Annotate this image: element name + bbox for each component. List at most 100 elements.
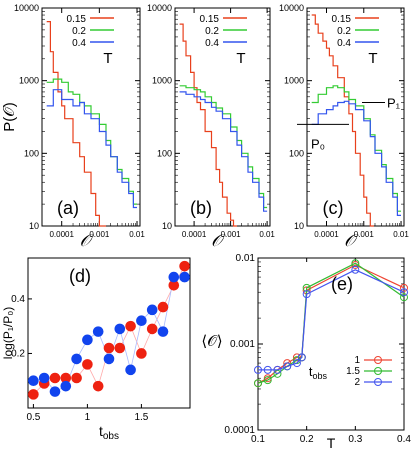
data-point bbox=[400, 288, 408, 297]
data-point bbox=[254, 365, 262, 374]
data-point bbox=[71, 353, 82, 365]
x-tick-label: 0.01 bbox=[393, 230, 409, 239]
data-point bbox=[157, 301, 169, 313]
data-point bbox=[136, 348, 147, 359]
y-tick-label: 0.0001 bbox=[224, 425, 255, 436]
series-line-0.4 bbox=[179, 91, 268, 212]
data-point bbox=[297, 353, 306, 362]
y-tick-label: 10000 bbox=[147, 3, 172, 13]
data-point bbox=[179, 260, 190, 272]
data-point bbox=[168, 271, 180, 283]
panel-label: (e) bbox=[331, 274, 353, 294]
legend-label: 0.4 bbox=[337, 38, 351, 49]
series-line-0.15 bbox=[179, 23, 237, 227]
legend-label: 1 bbox=[354, 355, 360, 366]
legend-label: 0.15 bbox=[200, 14, 220, 25]
data-point bbox=[103, 353, 115, 365]
legend-label: 0.15 bbox=[332, 14, 352, 25]
legend-label: 2 bbox=[354, 377, 360, 388]
data-point bbox=[49, 386, 61, 397]
y-tick-label: 0.2 bbox=[11, 348, 25, 359]
y-tick-label: 10000 bbox=[279, 3, 304, 13]
y-tick-label: 10 bbox=[29, 221, 39, 231]
data-point bbox=[71, 372, 82, 384]
legend-title-subscript: obs bbox=[313, 371, 328, 381]
data-point bbox=[283, 362, 292, 371]
x-tick-label: 0.001 bbox=[89, 230, 110, 239]
legend-label: 0.2 bbox=[337, 26, 351, 37]
x-tick-label: 0.0001 bbox=[49, 230, 74, 239]
annotation-p0: P₀ bbox=[311, 136, 325, 151]
data-point bbox=[114, 323, 126, 335]
data-point bbox=[302, 290, 311, 299]
series-line-0.15 bbox=[46, 21, 106, 227]
data-point bbox=[263, 365, 272, 374]
y-tick-label: 1000 bbox=[284, 76, 304, 86]
data-point bbox=[82, 334, 93, 346]
x-axis-label-subscript: obs bbox=[103, 431, 119, 442]
legend-label: 0.2 bbox=[72, 26, 86, 37]
data-point bbox=[273, 365, 282, 374]
data-point bbox=[28, 375, 39, 387]
legend-marker bbox=[374, 378, 382, 386]
panel-a: 10 100 1000 10000 0.0001 0.001 0.01 0.150.20.4 T… bbox=[1, 3, 145, 250]
y-tick-label: 10000 bbox=[14, 3, 39, 13]
x-tick-label: 0.0001 bbox=[182, 230, 207, 239]
x-tick-label: 0.1 bbox=[251, 434, 265, 445]
y-tick-label: 10 bbox=[162, 221, 172, 231]
y-tick-label: 1000 bbox=[152, 76, 172, 86]
x-tick-label: 0.4 bbox=[397, 434, 411, 445]
x-tick-label: 0.01 bbox=[259, 230, 275, 239]
legend: tobs 11.52 bbox=[309, 355, 392, 388]
annotation-p1: P₁ bbox=[387, 96, 401, 111]
x-tick-label: 0.001 bbox=[221, 230, 242, 239]
data-point bbox=[254, 379, 262, 388]
data-point bbox=[400, 283, 408, 292]
y-axis-label: ⟨𝒪⟩ bbox=[201, 333, 222, 350]
data-point bbox=[60, 372, 72, 384]
data-point bbox=[103, 342, 115, 354]
data-point bbox=[49, 372, 61, 384]
x-tick-label: 1.5 bbox=[134, 412, 148, 423]
legend-marker bbox=[374, 356, 382, 364]
x-tick-label: 0.0001 bbox=[314, 230, 339, 239]
data-point bbox=[82, 359, 93, 370]
legend-label: 0.15 bbox=[67, 14, 87, 25]
data-point bbox=[28, 389, 39, 400]
data-point bbox=[136, 315, 147, 327]
x-tick-label: 0.001 bbox=[354, 230, 375, 239]
legend-label: 0.2 bbox=[205, 26, 219, 37]
data-point bbox=[38, 372, 50, 384]
y-axis-label: P(𝒪) bbox=[1, 102, 18, 131]
data-point bbox=[146, 304, 158, 316]
plot-frame bbox=[27, 257, 191, 409]
x-tick-label: 0.2 bbox=[300, 434, 314, 445]
legend-label: 0.4 bbox=[205, 38, 219, 49]
panel-d: 0.5 1 1.5 0.2 0.4 (d) tobs log(P₁/P₀) bbox=[1, 257, 191, 442]
y-axis-label: log(P₁/P₀) bbox=[1, 307, 15, 359]
data-point bbox=[125, 320, 136, 332]
data-point bbox=[292, 353, 301, 362]
y-tick-label: 100 bbox=[157, 148, 172, 158]
y-tick-label: 100 bbox=[24, 148, 39, 158]
data-point bbox=[60, 380, 72, 392]
data-point bbox=[302, 283, 311, 292]
data-point bbox=[114, 342, 126, 354]
data-point bbox=[92, 326, 104, 337]
data-point bbox=[351, 265, 360, 274]
panel-label: (b) bbox=[190, 198, 212, 218]
y-tick-label: 100 bbox=[289, 148, 304, 158]
legend-marker bbox=[374, 367, 382, 375]
panel-label: (d) bbox=[69, 266, 91, 286]
legend-title: T bbox=[103, 50, 112, 67]
y-tick-label: 0.001 bbox=[230, 339, 255, 350]
data-point bbox=[125, 364, 136, 376]
data-point bbox=[263, 376, 272, 385]
series-line-0.2 bbox=[179, 85, 268, 209]
legend-title: tobs bbox=[309, 364, 328, 381]
y-tick-label: 10 bbox=[294, 221, 304, 231]
legend-title: T bbox=[236, 50, 245, 67]
data-point bbox=[168, 279, 180, 291]
data-point bbox=[92, 380, 104, 392]
